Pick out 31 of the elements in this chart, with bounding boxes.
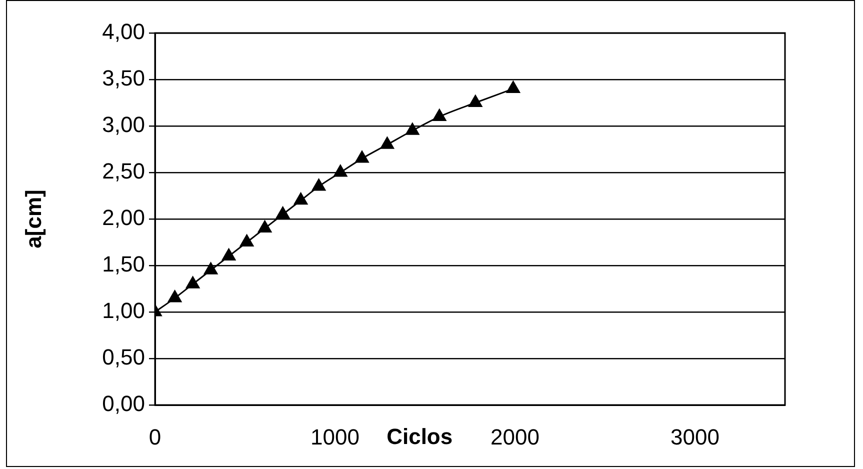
y-tick-label: 3,00: [102, 112, 145, 138]
point: [276, 206, 290, 219]
point: [204, 262, 218, 274]
y-tick-label: 1,00: [102, 298, 145, 324]
x-tick-label: 2000: [490, 424, 540, 450]
point: [240, 234, 254, 246]
point: [406, 122, 420, 135]
point: [294, 192, 308, 205]
point: [258, 220, 272, 233]
y-axis-title: a[cm]: [21, 190, 46, 248]
point: [380, 136, 394, 149]
point: [312, 178, 326, 191]
point: [186, 276, 200, 288]
y-tick-label: 0,50: [102, 344, 145, 370]
y-tick-label: 0,00: [102, 391, 145, 416]
point: [168, 290, 182, 302]
point: [355, 150, 369, 163]
point: [222, 248, 236, 260]
y-tick-label: 2,50: [102, 158, 145, 184]
point: [432, 108, 446, 121]
y-tick-label: 1,50: [102, 252, 145, 277]
y-tick-label: 2,00: [102, 205, 145, 230]
y-tick-label: 4,00: [102, 19, 145, 44]
x-tick-label: 3000: [670, 424, 720, 450]
x-axis-title: Ciclos: [386, 424, 453, 450]
point: [468, 95, 482, 107]
x-tick-label: 0: [148, 424, 162, 450]
y-tick-label: 3,50: [102, 66, 145, 91]
x-tick-label: 1000: [310, 424, 360, 450]
point: [334, 164, 348, 177]
point: [506, 81, 520, 94]
